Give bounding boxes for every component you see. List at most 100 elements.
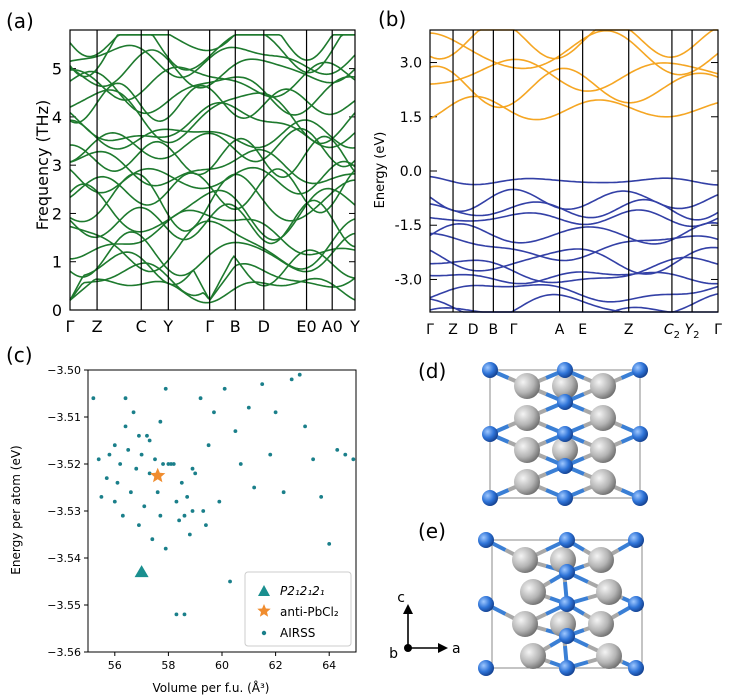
conduction-band <box>429 58 719 92</box>
blue-atom <box>482 490 498 506</box>
valence-band <box>429 284 719 303</box>
panel-b-kpoint-labels: Γ Z D B Γ A E Z C2 Y2 Γ <box>426 322 722 341</box>
phonon-branch <box>69 61 356 101</box>
axes-indicator: c a b <box>389 590 460 662</box>
airss-point <box>128 490 133 495</box>
panel-a-kpoint: Γ <box>205 317 214 336</box>
airss-point <box>260 382 265 386</box>
panel-b-label: (b) <box>378 7 406 31</box>
panel-c-ylabel: Energy per atom (eV) <box>9 445 23 574</box>
airss-point <box>153 457 157 462</box>
blue-atom <box>478 596 494 612</box>
phonon-branch <box>69 199 356 248</box>
airss-point <box>303 424 307 429</box>
panel-c-ytick: −3.54 <box>47 552 81 565</box>
panel-a-kpoint-labels: Γ Z C Y Γ B D E0 A0 Y <box>66 317 361 336</box>
airss-point <box>163 386 168 391</box>
airss-point <box>145 433 149 438</box>
panel-a-kpoint: Y <box>349 317 360 336</box>
airss-point <box>166 462 171 466</box>
airss-point <box>158 419 163 424</box>
panel-b-kpoint: Y2 <box>685 322 700 341</box>
phonon-branch <box>69 34 355 61</box>
panel-d-label: (d) <box>418 359 446 383</box>
grey-atom <box>590 469 616 495</box>
valence-band <box>429 271 718 285</box>
panel-b-ytick: 0.0 <box>400 164 422 180</box>
grey-atom <box>514 469 540 495</box>
airss-point <box>319 495 324 499</box>
airss-point <box>112 499 117 504</box>
panel-b-kpoint: Z <box>448 322 458 338</box>
panel-c-frame <box>87 369 357 653</box>
airss-point <box>123 396 128 401</box>
panel-a-phonon-bands <box>69 34 356 304</box>
airss-point <box>137 433 141 438</box>
airss-point <box>217 499 222 504</box>
panel-a-kpoint: B <box>230 317 241 336</box>
panel-e-crystal-structure: (e) c a b <box>389 519 644 676</box>
airss-point <box>115 480 120 485</box>
airss-point <box>233 429 238 433</box>
panel-b-kpoint: Γ <box>714 322 722 338</box>
grey-atom <box>552 437 578 463</box>
airss-point <box>185 495 190 499</box>
panel-c-ytick: −3.56 <box>47 646 81 659</box>
valence-band <box>429 246 719 275</box>
blue-atom <box>557 362 573 378</box>
blue-atom <box>628 660 644 676</box>
airss-point <box>182 513 187 518</box>
grey-atom <box>512 547 538 573</box>
panel-b-kpoint-lines <box>452 30 693 312</box>
legend-triangle-marker <box>258 585 270 596</box>
airss-point <box>273 410 278 415</box>
panel-a-kpoint: E0 <box>296 317 316 336</box>
airss-point <box>123 424 128 429</box>
blue-atom <box>557 426 573 442</box>
legend-p212121: P2₁2₁2₁ <box>280 584 325 598</box>
airss-point <box>118 462 123 466</box>
blue-atom <box>557 458 573 474</box>
phonon-branch <box>69 249 356 301</box>
panel-a-kpoint: Y <box>162 317 173 336</box>
grey-atom <box>596 579 622 605</box>
blue-atom <box>557 394 573 410</box>
airss-point <box>142 504 147 509</box>
anti-pbcl2-point <box>150 467 166 483</box>
panel-b-ytick: 3.0 <box>400 56 422 72</box>
valence-band <box>429 198 719 221</box>
airss-point <box>126 448 131 452</box>
panel-a-ytick: 5 <box>52 60 62 79</box>
phonon-branch <box>69 183 356 241</box>
phonon-branch <box>69 218 356 273</box>
airss-point <box>112 443 117 448</box>
airss-point <box>131 410 136 415</box>
blue-atom <box>559 660 575 676</box>
phonon-branch <box>69 82 356 124</box>
axis-a-label: a <box>452 641 461 657</box>
panel-c-ytick: −3.52 <box>47 458 81 471</box>
panel-a-label: (a) <box>6 9 34 33</box>
airss-point <box>252 485 257 490</box>
panel-c-ytick: −3.51 <box>47 411 81 424</box>
grey-atom <box>590 373 616 399</box>
blue-atom <box>478 660 494 676</box>
blue-atom <box>482 362 498 378</box>
airss-point <box>351 457 356 462</box>
airss-point <box>179 480 184 485</box>
valence-band <box>429 221 719 245</box>
phonon-branch <box>69 148 356 187</box>
blue-atom <box>632 490 648 506</box>
airss-point <box>201 509 206 513</box>
panel-c-ytick: −3.50 <box>47 364 81 377</box>
airss-point <box>297 372 302 377</box>
panel-a-ytick: 0 <box>52 301 62 320</box>
valence-band <box>429 209 719 228</box>
panel-a-kpoint: A0 <box>322 317 343 336</box>
panel-c-scatter-plot: (c) Energy per atom (eV) Volume per f.u.… <box>6 343 357 695</box>
airss-point <box>150 537 155 542</box>
grey-atom <box>596 643 622 669</box>
blue-atom <box>559 564 575 580</box>
grey-atom <box>512 611 538 637</box>
